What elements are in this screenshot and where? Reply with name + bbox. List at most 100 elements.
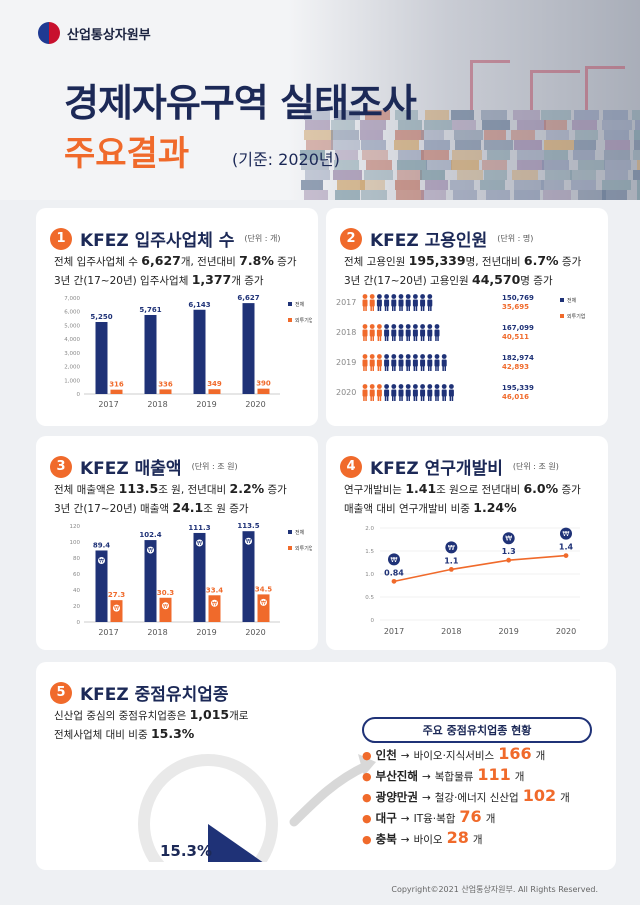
person-icon [413,306,416,311]
person-icon [435,396,437,401]
list-item: ● 대구 → IT융·복합 76 개 [362,807,495,826]
y-tick-label: 0 [77,620,81,626]
bar-total [242,531,255,622]
section-number: 2 [340,227,362,250]
card-rnd: 4 KFEZ 연구개발비 (단위 : 조 원) 연구개발비는 1.41조 원으로… [326,436,608,650]
taegeuk-icon [38,22,60,44]
card-title: 4 KFEZ 연구개발비 (단위 : 조 원) [340,454,559,479]
person-icon [369,299,375,307]
person-icon [398,389,404,397]
person-icon [405,329,411,337]
person-icon [434,384,440,389]
container-decoration [570,170,596,180]
person-icon [384,299,390,307]
person-icon [384,359,390,367]
container-decoration [451,160,479,170]
person-icon [428,396,430,401]
container-decoration [636,190,640,200]
data-label-foreign: 42,893 [502,363,529,371]
count-suffix: 개 [535,750,546,762]
container-decoration [334,190,361,200]
industry-count: 102 [522,786,557,805]
location-pin-icon: ● [362,749,372,762]
person-icon [428,306,430,311]
page-title: 경제자유구역 실태조사 [64,81,417,125]
person-icon [420,354,425,359]
person-icon [379,366,382,371]
data-label-total: 89.4 [93,541,110,549]
container-decoration [634,120,640,130]
person-icon [405,324,411,329]
industry-name: 복합물류 [434,771,474,783]
person-icon [394,336,396,341]
section-title: KFEZ 연구개발비 [370,459,503,479]
bar-total [144,314,157,394]
data-label-total: 167,099 [502,324,534,332]
card-sales: 3 KFEZ 매출액 (단위 : 조 원) 전체 매출액은 113.5조 원, … [36,436,318,650]
person-icon [420,336,423,341]
data-label-total: 6,143 [188,301,210,309]
data-label-foreign: 27.3 [108,591,125,599]
card-title: 5 KFEZ 중점유치업종 [50,680,228,705]
person-icon [386,366,389,371]
x-tick-label: 2020 [556,627,576,636]
won-icon [211,599,218,607]
container-decoration [420,170,446,180]
container-decoration [483,170,507,180]
container-decoration [602,120,632,130]
list-item: ● 부산진해 → 복합물류 111 개 [362,765,524,784]
person-icon [386,396,389,401]
person-icon [363,396,365,401]
person-icon [394,396,396,401]
location-pin-icon: ● [362,791,372,804]
data-label-total: 5,250 [90,313,112,321]
person-icon [413,294,418,299]
container-decoration [304,170,330,180]
person-icon [363,336,365,341]
x-tick-label: 2017 [98,628,118,637]
person-icon [372,336,374,341]
container-decoration [631,110,640,120]
person-icon [392,306,394,311]
hero-banner [0,0,640,200]
person-icon [362,384,368,389]
data-label-foreign: 316 [109,381,124,389]
y-tick-label: 2,000 [64,365,80,371]
person-icon [435,366,437,371]
person-icon [427,359,433,367]
y-tick-label: 100 [70,540,81,546]
year-label: 2017 [336,298,356,307]
person-icon [415,306,418,311]
person-icon [372,396,374,401]
industry-list-title: 주요 중점유치업종 현황 [362,717,592,743]
person-icon [369,329,375,337]
y-tick-label: 5,000 [64,323,80,329]
person-icon [377,366,380,371]
bar-total [242,303,255,394]
container-decoration [577,190,607,200]
container-decoration [360,130,384,140]
location-pin-icon: ● [362,833,372,846]
ministry-logo: 산업통상자원부 [38,22,151,44]
container-decoration [574,130,598,140]
container-decoration [455,140,482,150]
person-icon [365,306,367,311]
container-decoration [423,120,453,130]
container-decoration [336,180,365,190]
data-label-total: 150,769 [502,294,534,302]
person-icon [365,366,367,371]
person-icon [408,366,410,371]
region-name: 광양만권 [375,790,418,804]
x-tick-label: 2017 [384,627,404,636]
container-decoration [571,120,597,130]
year-label: 2019 [336,358,356,367]
person-icon [413,324,418,329]
container-decoration [542,160,569,170]
rnd-line-chart: 0 0.5 1.0 1.5 2.0 0.84 ₩2017 1.1 ₩2018 1.3 ₩2019 1.… [365,526,580,636]
person-icon [363,306,365,311]
container-decoration [541,110,572,120]
y-tick-label: 1.5 [365,549,374,555]
person-icon [420,389,426,397]
container-decoration [483,130,507,140]
person-icon [420,359,426,367]
